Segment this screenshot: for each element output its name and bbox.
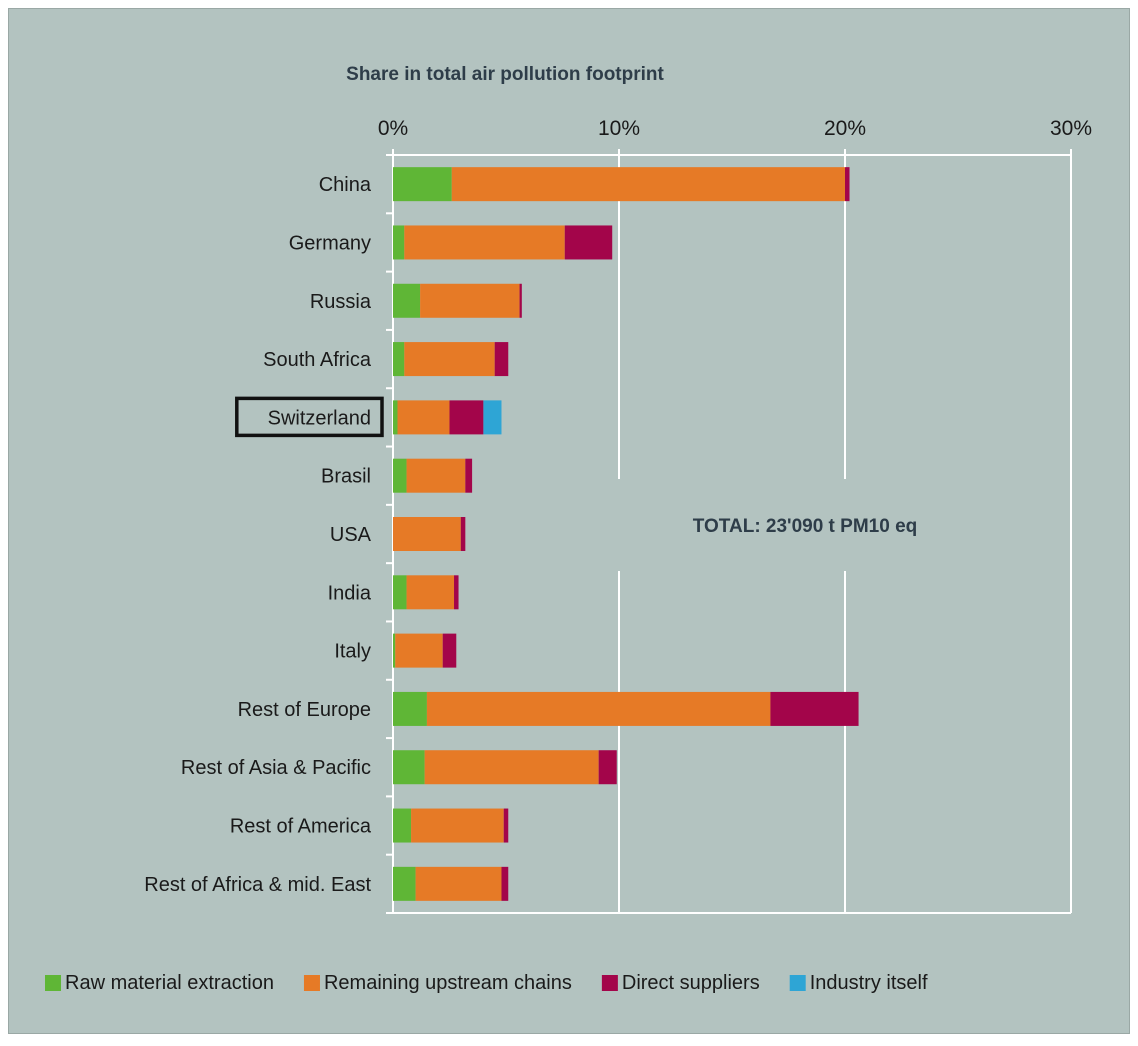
bar-brasil-direct-suppliers bbox=[465, 458, 473, 493]
bar-india-remaining-upstream-chains bbox=[406, 575, 455, 610]
highlight-box bbox=[235, 396, 384, 438]
bar-brasil-remaining-upstream-chains bbox=[406, 458, 466, 493]
bar-rest-of-america-direct-suppliers bbox=[503, 808, 509, 843]
bar-russia-direct-suppliers bbox=[519, 283, 522, 318]
category-label-switzerland: Switzerland bbox=[268, 407, 371, 429]
bar-india-raw-material-extraction bbox=[393, 575, 407, 610]
bar-germany-direct-suppliers bbox=[564, 225, 613, 260]
bar-switzerland-raw-material-extraction bbox=[393, 400, 398, 435]
category-label-russia: Russia bbox=[310, 291, 372, 313]
legend-label-industry-itself: Industry itself bbox=[810, 972, 928, 994]
bar-rest-of-america-remaining-upstream-chains bbox=[411, 808, 504, 843]
bar-switzerland-remaining-upstream-chains bbox=[397, 400, 450, 435]
bar-china-remaining-upstream-chains bbox=[451, 167, 845, 202]
bar-layer bbox=[393, 167, 859, 901]
category-label-usa: USA bbox=[330, 524, 372, 546]
category-label-germany: Germany bbox=[289, 232, 371, 254]
x-tick-label: 30% bbox=[1050, 117, 1092, 140]
legend-swatch-raw-material-extraction bbox=[45, 975, 61, 991]
annotation-background bbox=[605, 479, 1005, 571]
bar-india-direct-suppliers bbox=[454, 575, 459, 610]
legend: Raw material extraction Remaining upstrea… bbox=[45, 972, 928, 994]
bar-south-africa-raw-material-extraction bbox=[393, 342, 405, 377]
axis-layer: 0% 10% 20% 30% China Germany Russia South Afric… bbox=[144, 117, 1092, 914]
legend-swatch-remaining-upstream-chains bbox=[303, 975, 320, 991]
bar-south-africa-direct-suppliers bbox=[494, 342, 509, 377]
bar-germany-remaining-upstream-chains bbox=[404, 225, 565, 260]
chart-frame: 0% 10% 20% 30% China Germany Russia South Afric… bbox=[8, 8, 1130, 1034]
bar-usa-remaining-upstream-chains bbox=[393, 517, 461, 551]
bar-rest-of-europe-direct-suppliers bbox=[770, 691, 859, 726]
bar-usa-direct-suppliers bbox=[460, 517, 466, 551]
bar-italy-direct-suppliers bbox=[442, 633, 457, 668]
legend-swatch-industry-itself bbox=[789, 975, 806, 991]
chart-svg: 0% 10% 20% 30% China Germany Russia South Afric… bbox=[9, 9, 1129, 1033]
bar-switzerland-direct-suppliers bbox=[449, 400, 484, 435]
total-annotation: TOTAL: 23'090 t PM10 eq bbox=[693, 516, 918, 537]
bar-rest-of-africa-mid-east-direct-suppliers bbox=[501, 866, 509, 901]
bar-italy-remaining-upstream-chains bbox=[395, 633, 443, 668]
bar-rest-of-africa-mid-east-remaining-upstream-chains bbox=[415, 866, 502, 901]
bar-rest-of-asia-pacific-direct-suppliers bbox=[598, 750, 617, 785]
category-label-rest-of-africa-mid-east: Rest of Africa & mid. East bbox=[144, 874, 371, 896]
bar-rest-of-africa-mid-east-raw-material-extraction bbox=[393, 866, 416, 901]
bar-rest-of-america-raw-material-extraction bbox=[393, 808, 412, 843]
legend-label-raw-material-extraction: Raw material extraction bbox=[65, 972, 274, 994]
chart-title: Share in total air pollution footprint bbox=[346, 64, 664, 85]
x-tick-label: 10% bbox=[598, 117, 640, 140]
category-label-italy: Italy bbox=[334, 641, 371, 663]
bar-germany-raw-material-extraction bbox=[393, 225, 405, 260]
bar-rest-of-europe-raw-material-extraction bbox=[393, 691, 427, 726]
bar-china-raw-material-extraction bbox=[393, 167, 452, 202]
x-tick-label: 0% bbox=[378, 117, 408, 140]
legend-swatch-direct-suppliers bbox=[601, 975, 618, 991]
category-label-south-africa: South Africa bbox=[263, 349, 372, 371]
category-label-india: India bbox=[328, 582, 372, 604]
category-label-brasil: Brasil bbox=[321, 466, 371, 488]
legend-label-remaining-upstream-chains: Remaining upstream chains bbox=[324, 972, 572, 994]
category-label-rest-of-america: Rest of America bbox=[230, 816, 372, 838]
bar-brasil-raw-material-extraction bbox=[393, 458, 407, 493]
bar-russia-remaining-upstream-chains bbox=[420, 283, 520, 318]
bar-china-direct-suppliers bbox=[845, 167, 850, 202]
category-label-china: China bbox=[319, 174, 372, 196]
bar-russia-raw-material-extraction bbox=[393, 283, 421, 318]
bar-italy-raw-material-extraction bbox=[393, 633, 396, 668]
bar-rest-of-asia-pacific-raw-material-extraction bbox=[393, 750, 425, 785]
bar-rest-of-europe-remaining-upstream-chains bbox=[426, 691, 771, 726]
category-label-rest-of-asia-pacific: Rest of Asia & Pacific bbox=[181, 757, 371, 779]
legend-label-direct-suppliers: Direct suppliers bbox=[622, 972, 760, 994]
bar-rest-of-asia-pacific-remaining-upstream-chains bbox=[424, 750, 599, 785]
x-tick-label: 20% bbox=[824, 117, 866, 140]
bar-switzerland-industry-itself bbox=[483, 400, 502, 435]
bar-south-africa-remaining-upstream-chains bbox=[404, 342, 495, 377]
category-label-rest-of-europe: Rest of Europe bbox=[238, 699, 371, 721]
